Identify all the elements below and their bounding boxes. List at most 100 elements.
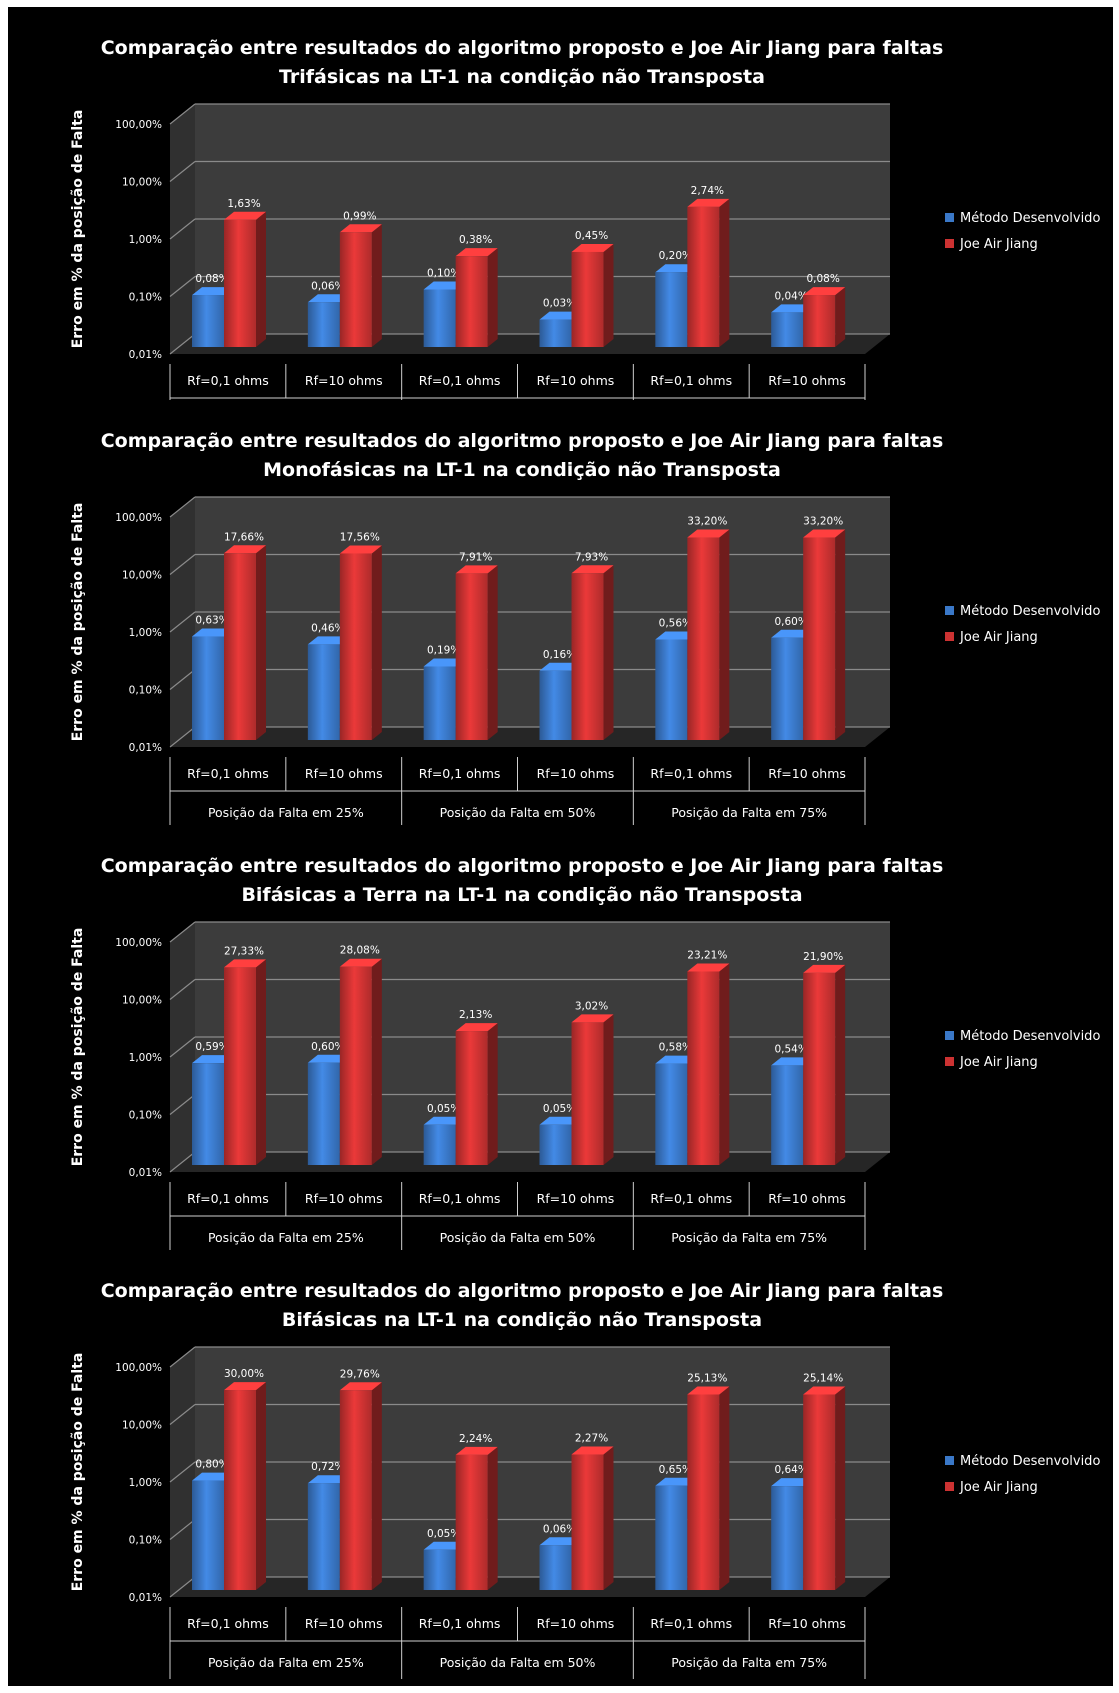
data-label: 0,64% (774, 1464, 807, 1476)
bar-jiang (339, 958, 382, 1165)
bar-front (687, 537, 720, 740)
category-label: Rf=0,1 ohms (187, 1191, 269, 1206)
bar-side (603, 243, 614, 347)
data-label: 0,19% (427, 644, 460, 656)
gridline-side (169, 1346, 196, 1368)
data-label: 0,06% (311, 280, 344, 292)
y-tick-label: 10,00% (122, 1420, 162, 1432)
bar-top (455, 248, 498, 257)
bar-top (307, 1475, 350, 1484)
bar-top (771, 304, 814, 313)
data-label: 0,58% (659, 1042, 692, 1054)
bar-top (224, 545, 266, 554)
bar-top (224, 211, 266, 220)
category-label: Rf=10 ohms (537, 1616, 615, 1631)
bar-front (655, 639, 688, 740)
bar-side (719, 198, 730, 347)
bar-front (455, 1031, 488, 1165)
bar-front (771, 312, 804, 347)
data-label: 0,08% (806, 273, 839, 285)
bar-top (455, 1446, 498, 1455)
bar-jiang (803, 964, 846, 1165)
bar-top (655, 631, 698, 640)
data-label: 0,38% (459, 234, 492, 246)
data-label: 0,05% (427, 1103, 460, 1115)
legend-label: Método Desenvolvido (960, 211, 1100, 226)
data-label: 3,02% (575, 1000, 608, 1012)
bar-side (719, 1386, 730, 1590)
bar-top (655, 1055, 698, 1064)
bar-front (687, 971, 720, 1165)
bar-jiang (803, 529, 846, 740)
legend-swatch-jiang (945, 1482, 954, 1491)
bar-front (687, 1394, 720, 1590)
category-label: Rf=10 ohms (305, 373, 383, 388)
bar-front (803, 295, 836, 347)
data-label: 0,60% (311, 1041, 344, 1053)
data-label: 0,65% (659, 1464, 692, 1476)
bar-top (803, 287, 846, 296)
bar-front (423, 1124, 456, 1165)
bar-front (339, 232, 372, 347)
bar-top (423, 1541, 466, 1550)
gridline-side (169, 333, 196, 355)
bar-side (371, 545, 382, 740)
bar-front (307, 1483, 340, 1590)
bar-top (224, 959, 266, 968)
bar-top (224, 1382, 266, 1391)
category-label: Rf=10 ohms (537, 373, 615, 388)
data-label: 28,08% (340, 945, 380, 957)
bar-front (224, 1390, 256, 1590)
bar-top (571, 1014, 614, 1023)
group-label: Posição da Falta em 75% (671, 1655, 827, 1670)
bar-side (603, 1446, 614, 1590)
bar-top (803, 1386, 846, 1395)
data-label: 0,72% (311, 1461, 344, 1473)
data-label: 25,14% (803, 1372, 843, 1384)
data-label: 30,00% (224, 1368, 264, 1380)
bar-side (487, 1446, 498, 1590)
data-label: 0,05% (427, 1528, 460, 1540)
data-label: 1,63% (227, 198, 260, 210)
bar-side (719, 529, 730, 740)
data-label: 0,45% (575, 230, 608, 242)
bar-jiang (455, 1023, 498, 1165)
bar-top (423, 1116, 466, 1125)
data-label: 7,91% (459, 551, 492, 563)
legend-swatch-metodo (945, 1456, 954, 1465)
y-tick-label: 10,00% (122, 995, 162, 1007)
bar-front (771, 1486, 804, 1590)
y-axis-label: Erro em % da posição de Falta (70, 928, 86, 1167)
data-label: 2,13% (459, 1009, 492, 1021)
category-label: Rf=10 ohms (537, 1191, 615, 1206)
category-label: Rf=10 ohms (537, 766, 615, 781)
data-label: 0,16% (543, 649, 576, 661)
bar-front (192, 295, 224, 347)
category-label: Rf=0,1 ohms (650, 1191, 732, 1206)
bar-front (192, 1480, 224, 1590)
bar-side (835, 1386, 846, 1590)
gridline-side (169, 1461, 196, 1483)
bar-jiang (224, 211, 266, 347)
gridline-side (169, 1151, 196, 1173)
bar-jiang (339, 1382, 382, 1590)
bar-top (687, 963, 730, 972)
category-label: Rf=0,1 ohms (187, 373, 269, 388)
bar-jiang (571, 1446, 614, 1590)
bar-jiang (687, 1386, 730, 1590)
bar-side (371, 224, 382, 347)
group-label: Posição da Falta em 50% (440, 805, 596, 820)
y-tick-label: 1,00% (129, 1477, 162, 1489)
category-label: Rf=10 ohms (305, 1191, 383, 1206)
bar-side (256, 1382, 266, 1590)
gridline-side (169, 1404, 196, 1425)
legend-swatch-jiang (945, 239, 954, 248)
bar-front (687, 206, 720, 347)
group-label: Posição da Falta em 50% (440, 1655, 596, 1670)
bar-front (803, 1394, 836, 1590)
category-label: Rf=0,1 ohms (419, 1191, 501, 1206)
group-label: Posição da Falta em 25% (208, 1230, 364, 1245)
legend-swatch-metodo (945, 1031, 954, 1040)
bar-top (803, 964, 846, 973)
y-tick-label: 0,10% (129, 1110, 162, 1122)
